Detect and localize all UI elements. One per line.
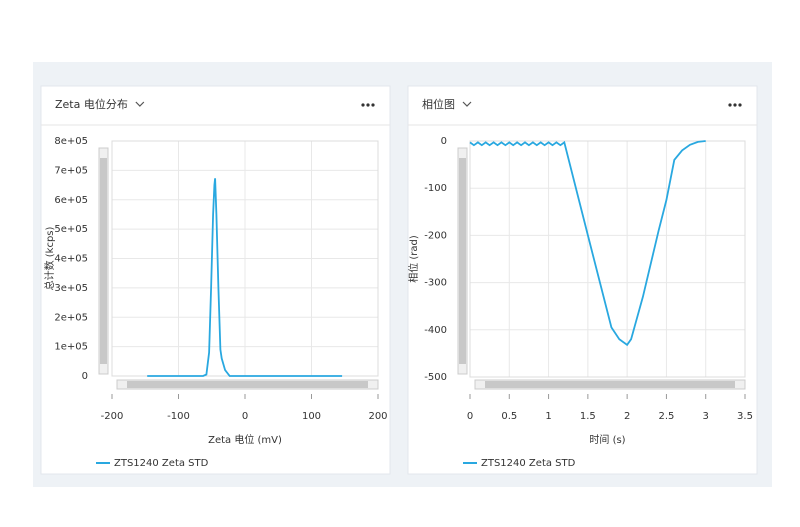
horizontal-scroll-thumb[interactable]: [485, 381, 735, 388]
dropdown-chevron[interactable]: [135, 101, 145, 107]
x-tick-label: -100: [167, 411, 190, 422]
horizontal-scroll-thumb[interactable]: [127, 381, 368, 388]
y-tick-label: -400: [424, 325, 447, 336]
x-tick-label: 3.5: [737, 411, 753, 422]
dropdown-chevron[interactable]: [462, 101, 472, 107]
y-tick-label: -500: [424, 372, 447, 383]
y-tick-label: 1e+05: [54, 342, 88, 353]
x-tick-label: 3: [703, 411, 709, 422]
x-tick-label: 2: [624, 411, 630, 422]
y-tick-label: 4e+05: [54, 254, 88, 265]
y-axis-title: 相位 (rad): [407, 235, 420, 283]
y-axis-title: 总计数 (kcps): [43, 226, 56, 290]
panel-title: 相位图: [422, 97, 455, 111]
y-tick-label: 8e+05: [54, 136, 88, 147]
menu-dot[interactable]: [371, 103, 375, 107]
y-tick-label: 0: [82, 371, 88, 382]
y-tick-label: -200: [424, 230, 447, 241]
x-tick-label: 0.5: [501, 411, 517, 422]
x-tick-label: 2.5: [658, 411, 674, 422]
data-line: [469, 140, 706, 347]
x-tick-label: 100: [302, 411, 321, 422]
menu-dot[interactable]: [738, 103, 742, 107]
panel-title: Zeta 电位分布: [55, 97, 128, 111]
y-tick-label: 5e+05: [54, 224, 88, 235]
y-tick-label: 6e+05: [54, 195, 88, 206]
x-tick-label: 0: [467, 411, 473, 422]
menu-dot[interactable]: [366, 103, 370, 107]
menu-dot[interactable]: [733, 103, 737, 107]
x-axis-title: 时间 (s): [589, 433, 625, 446]
menu-dot[interactable]: [361, 103, 365, 107]
y-tick-label: 0: [441, 136, 447, 147]
vertical-scroll-thumb[interactable]: [459, 158, 466, 364]
y-tick-label: 2e+05: [54, 312, 88, 323]
x-tick-label: 1.5: [580, 411, 596, 422]
y-tick-label: 7e+05: [54, 165, 88, 176]
y-tick-label: 3e+05: [54, 283, 88, 294]
data-line: [147, 178, 343, 377]
plot-border: [469, 140, 746, 378]
x-tick-label: -200: [101, 411, 124, 422]
vertical-scroll-thumb[interactable]: [100, 158, 107, 364]
x-tick-label: 1: [545, 411, 551, 422]
x-tick-label: 200: [368, 411, 387, 422]
x-axis-title: Zeta 电位 (mV): [208, 433, 282, 446]
legend-label: ZTS1240 Zeta STD: [481, 458, 576, 469]
x-tick-label: 0: [242, 411, 248, 422]
legend-label: ZTS1240 Zeta STD: [114, 458, 209, 469]
menu-dot[interactable]: [728, 103, 732, 107]
y-tick-label: -100: [424, 183, 447, 194]
panel: [40, 85, 391, 475]
y-tick-label: -300: [424, 278, 447, 289]
